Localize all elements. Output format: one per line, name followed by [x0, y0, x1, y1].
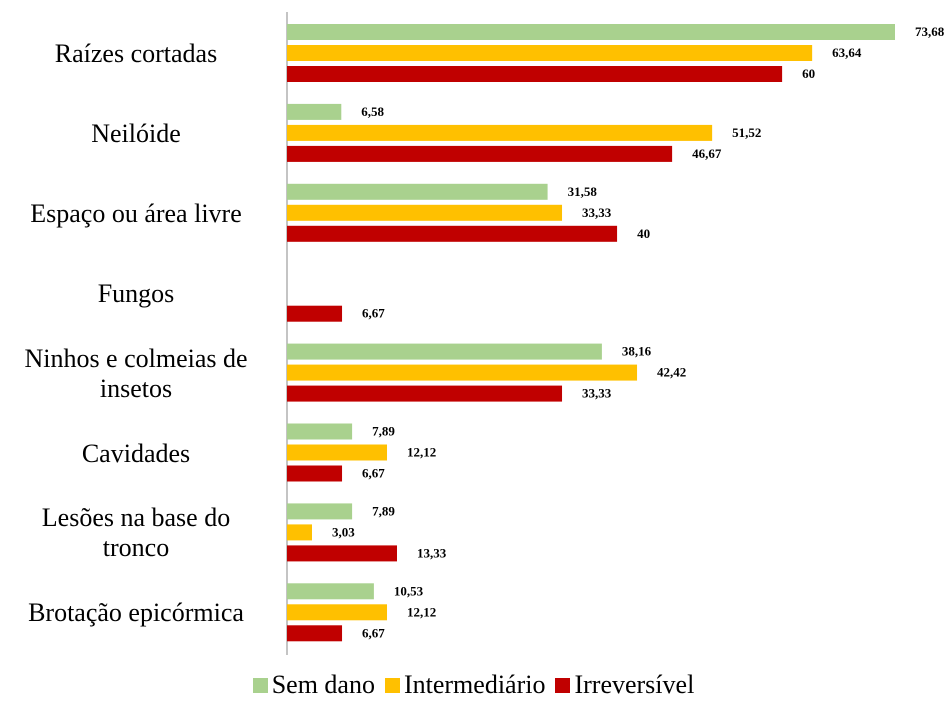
- category-label: Neilóide: [91, 118, 181, 148]
- legend-label: Irreversível: [574, 670, 695, 699]
- value-label: 33,33: [582, 386, 612, 401]
- value-label: 6,67: [362, 625, 385, 640]
- value-label: 63,64: [832, 45, 862, 60]
- bar: [287, 45, 813, 61]
- value-label: 13,33: [417, 545, 447, 560]
- bar: [287, 364, 638, 381]
- bar: [287, 225, 618, 242]
- bar: [287, 124, 713, 141]
- category-label: Ninhos e colmeias de insetos: [24, 343, 248, 403]
- value-label: 33,33: [582, 205, 612, 220]
- value-label: 10,53: [394, 583, 424, 598]
- bar: [287, 583, 374, 600]
- bar: [287, 103, 342, 120]
- value-label: 7,89: [372, 503, 395, 518]
- value-label: 46,67: [692, 146, 722, 161]
- bar: [287, 343, 602, 360]
- legend-label: Intermediário: [403, 670, 546, 699]
- category-label: Cavidades: [81, 438, 191, 468]
- value-label: 6,58: [361, 104, 384, 119]
- category-label: Raízes cortadas: [54, 39, 218, 68]
- value-label: 6,67: [362, 465, 385, 480]
- bar: [287, 385, 563, 402]
- bar: [287, 145, 673, 162]
- value-label: 31,58: [568, 184, 598, 199]
- value-label: 12,12: [407, 444, 436, 459]
- value-label: 6,67: [362, 306, 385, 321]
- bar: [287, 204, 563, 221]
- bar: [287, 503, 353, 520]
- bar: [287, 625, 343, 642]
- legend-label: Sem dano: [271, 670, 375, 699]
- value-label: 73,68: [915, 24, 945, 39]
- category-label: Fungos: [97, 278, 175, 308]
- bar: [287, 465, 343, 482]
- bar: [287, 183, 548, 200]
- category-label: Brotação epicórmica: [28, 598, 244, 628]
- value-label: 38,16: [622, 344, 652, 359]
- value-label: 7,89: [372, 423, 395, 438]
- bar: [287, 66, 783, 82]
- bar: [287, 524, 313, 541]
- legend: Sem dano Intermediário Irreversível: [0, 670, 947, 700]
- bar: [287, 423, 353, 440]
- value-label: 3,03: [332, 524, 355, 539]
- value-label: 40: [637, 226, 650, 241]
- bar: [287, 305, 343, 322]
- value-label: 60: [802, 66, 815, 81]
- category-label: Lesões na base do tronco: [41, 503, 231, 563]
- value-label: 12,12: [407, 604, 436, 619]
- legend-item: Sem dano: [252, 670, 375, 700]
- legend-item: Intermediário: [384, 670, 546, 700]
- legend-swatch: [555, 677, 571, 693]
- legend-swatch: [384, 677, 400, 693]
- bar: [287, 24, 895, 40]
- legend-swatch: [252, 677, 268, 693]
- bar: [287, 604, 388, 621]
- bar: [287, 545, 397, 562]
- value-label: 42,42: [657, 365, 686, 380]
- category-label: Espaço ou área livre: [30, 198, 242, 228]
- bar: [287, 444, 388, 461]
- value-label: 51,52: [732, 125, 761, 140]
- legend-item: Irreversível: [555, 670, 694, 700]
